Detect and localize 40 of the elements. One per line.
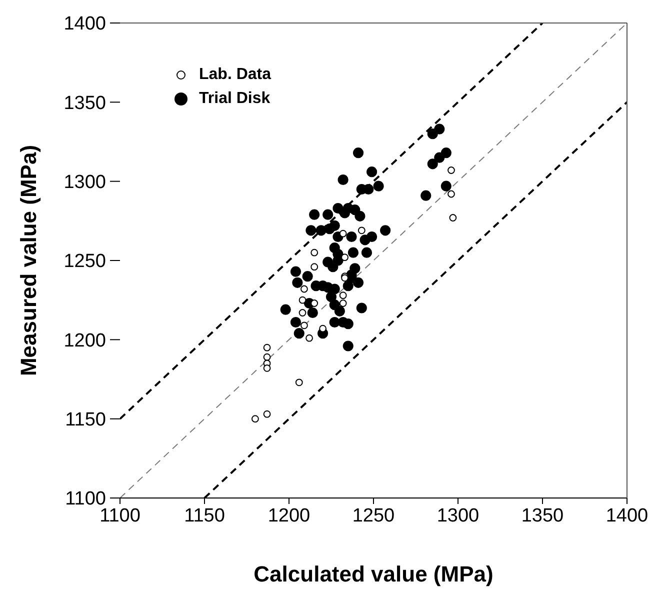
legend-label: Lab. Data <box>199 66 272 84</box>
x-axis-title: Calculated value (MPa) <box>254 562 494 587</box>
point <box>339 292 347 300</box>
point <box>263 410 271 418</box>
point <box>339 300 347 307</box>
x-tick-label: 1200 <box>268 505 310 526</box>
y-tick-label: 1150 <box>65 410 106 431</box>
legend-label: Trial Disk <box>199 90 270 108</box>
x-tick-label: 1350 <box>521 505 564 526</box>
point <box>448 190 455 198</box>
point <box>341 254 348 262</box>
point <box>263 344 271 352</box>
point <box>310 263 318 271</box>
point <box>263 353 271 361</box>
point <box>339 230 347 238</box>
point <box>319 324 326 332</box>
x-tick-label: 1100 <box>100 505 140 526</box>
point <box>310 248 318 256</box>
y-tick-label: 1250 <box>64 251 106 272</box>
point <box>252 415 259 423</box>
point <box>263 364 271 372</box>
y-tick-label: 1350 <box>64 92 106 114</box>
y-tick-label: 1200 <box>64 330 106 352</box>
x-tick-label: 1150 <box>184 505 225 526</box>
point <box>300 285 308 293</box>
point <box>358 226 366 234</box>
x-tick-label: 1400 <box>606 505 648 526</box>
point <box>298 309 306 316</box>
point <box>448 166 455 174</box>
x-tick-label: 1300 <box>436 505 480 526</box>
y-axis-title: Measured value (MPa) <box>16 144 41 376</box>
y-tick-label: 1300 <box>64 172 106 194</box>
point <box>306 334 313 342</box>
x-tick-label: 1250 <box>352 505 395 526</box>
point <box>310 300 318 307</box>
point <box>449 214 457 222</box>
point <box>295 378 303 386</box>
point <box>298 296 306 304</box>
y-tick-label: 1400 <box>64 14 106 35</box>
point <box>300 322 308 330</box>
